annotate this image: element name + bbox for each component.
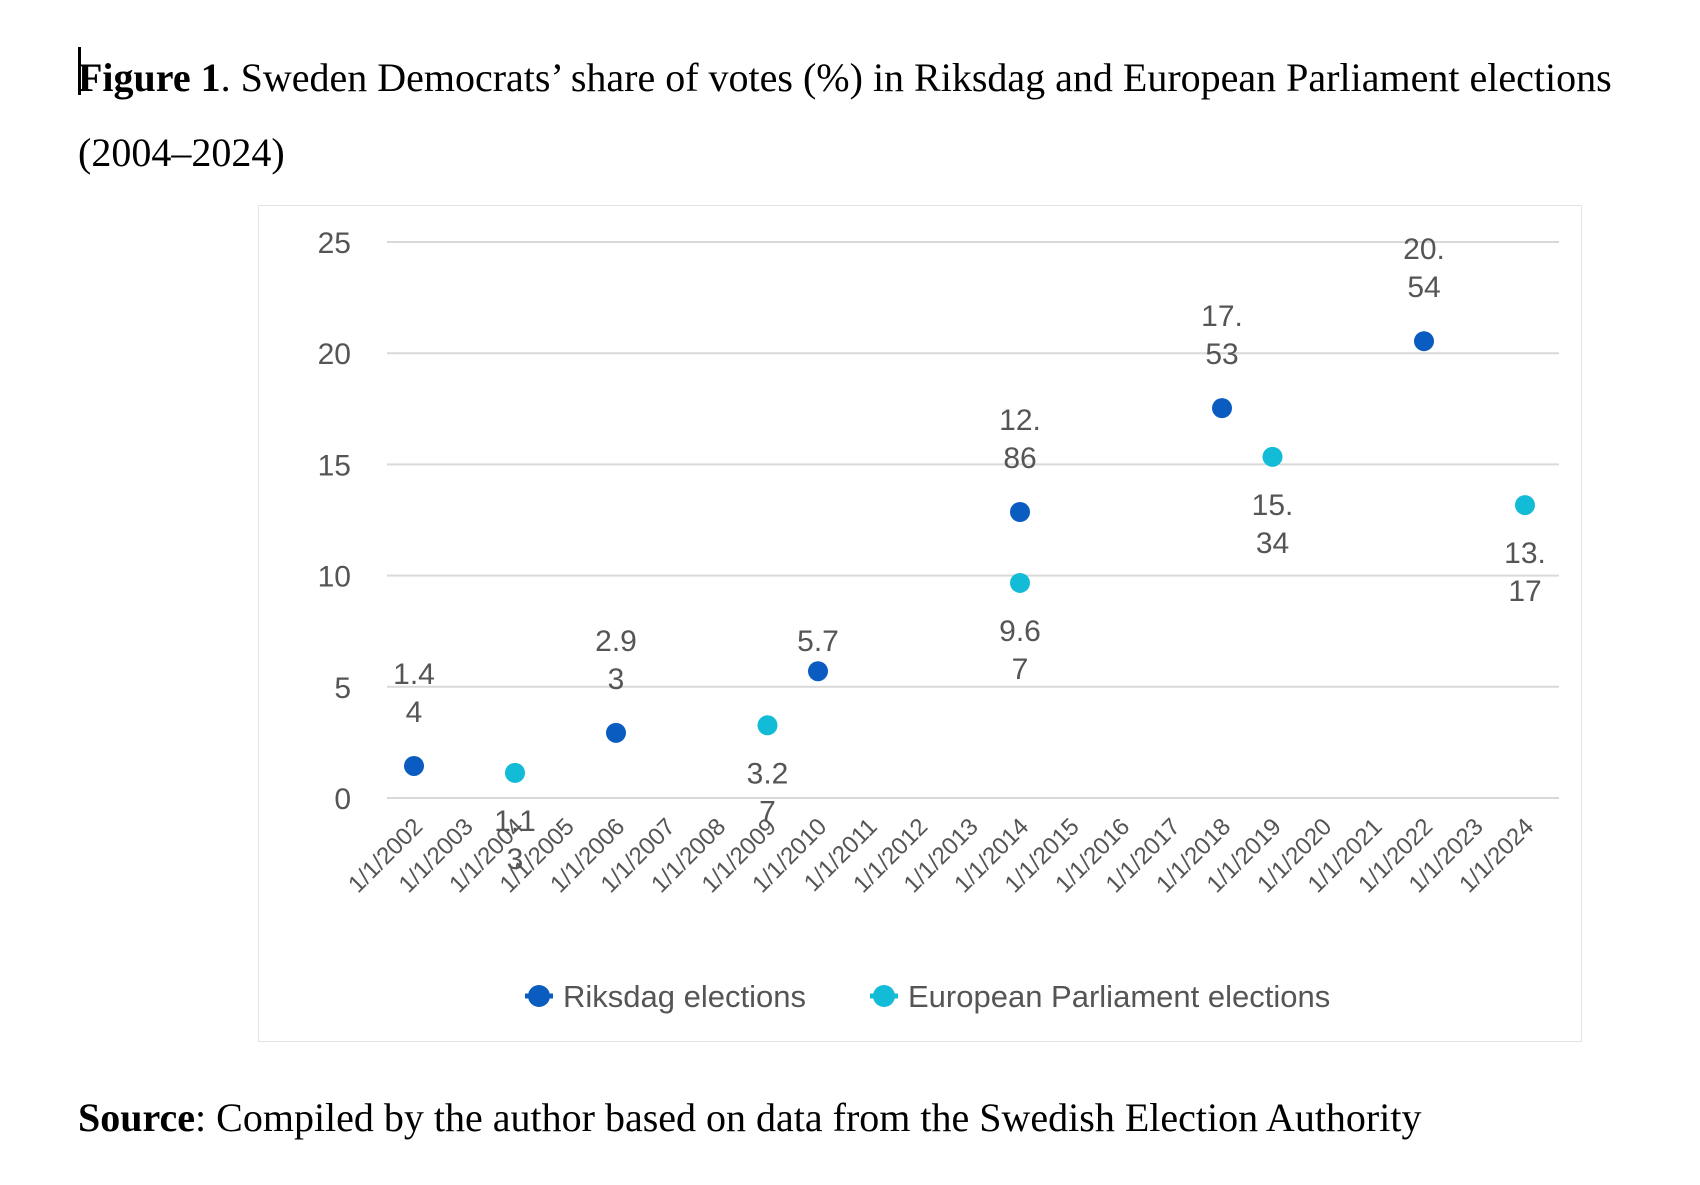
y-tick-label: 10 (318, 561, 351, 594)
y-tick-label: 0 (334, 783, 351, 816)
data-point (1010, 572, 1030, 593)
figure-caption: Figure 1. Sweden Democrats’ share of vot… (78, 40, 1638, 190)
source-text: : Compiled by the author based on data f… (195, 1095, 1422, 1140)
y-tick-label: 25 (318, 227, 351, 260)
data-label: 1.1 (494, 805, 536, 838)
legend-marker (873, 985, 895, 1007)
data-label: 34 (1256, 527, 1289, 560)
data-label: 17 (1508, 575, 1541, 608)
data-point (1212, 398, 1232, 419)
data-point (404, 755, 424, 776)
legend-marker (528, 985, 550, 1007)
legend-label: European Parliament elections (908, 979, 1330, 1014)
data-label: 7 (759, 795, 776, 828)
figure-title: . Sweden Democrats’ share of votes (%) i… (78, 55, 1612, 175)
data-label: 20. (1403, 233, 1445, 266)
data-point (1010, 501, 1030, 522)
data-label: 12. (999, 404, 1041, 437)
data-label: 2.9 (595, 625, 637, 658)
data-label: 13. (1504, 537, 1546, 570)
data-label: 86 (1003, 442, 1036, 475)
data-point (505, 762, 525, 783)
figure-label: Figure 1 (78, 55, 221, 100)
data-label: 17. (1201, 300, 1243, 333)
text-cursor (78, 47, 81, 95)
data-label: 3 (608, 663, 625, 696)
data-point (757, 715, 778, 736)
legend-label: Riksdag elections (563, 979, 806, 1014)
data-point (1515, 495, 1535, 516)
data-point (1262, 446, 1283, 467)
data-label: 7 (1012, 653, 1029, 686)
source-note: Source: Compiled by the author based on … (78, 1093, 1638, 1143)
data-label: 4 (406, 696, 423, 729)
y-tick-label: 5 (334, 672, 351, 705)
y-tick-label: 20 (318, 338, 351, 371)
data-point (808, 661, 828, 682)
data-label: 5.7 (797, 625, 839, 658)
data-label: 9.6 (999, 615, 1041, 648)
data-label: 1.4 (393, 658, 435, 691)
data-label: 3 (507, 843, 524, 876)
chart-frame: 0 5 10 15 20 25 1/1/2002 1/1/2003 1/1/2004 1/1/20… (258, 205, 1582, 1042)
data-point (1414, 331, 1434, 352)
data-label: 3.2 (747, 757, 789, 790)
source-label: Source (78, 1095, 196, 1140)
scatter-chart: 05101520251/1/20021/1/20031/1/20041/1/20… (318, 227, 1559, 1014)
data-label: 53 (1205, 338, 1238, 371)
data-point (606, 722, 626, 743)
data-label: 54 (1407, 271, 1440, 304)
y-tick-label: 15 (318, 449, 351, 482)
data-label: 15. (1252, 489, 1294, 522)
